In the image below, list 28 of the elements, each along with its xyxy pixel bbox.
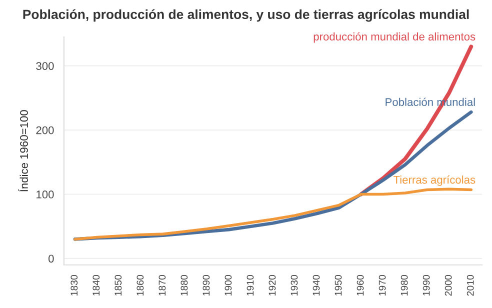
x-tick-label: 1970 xyxy=(378,274,386,296)
x-tick-label: 2010 xyxy=(466,274,474,296)
y-tick-label: 300 xyxy=(36,62,54,70)
x-tick-label: 1830 xyxy=(70,274,78,296)
y-axis-title: Índice 1960=100 xyxy=(18,110,28,192)
line-series xyxy=(74,188,473,241)
x-tick-label: 1940 xyxy=(312,274,320,296)
x-tick-label: 1990 xyxy=(422,274,430,296)
chart-title: Población, producción de alimentos, y uso de tierras agrícolas mundial xyxy=(23,9,469,22)
y-tick-label: 100 xyxy=(36,190,54,198)
x-tick-label: 1930 xyxy=(290,274,298,296)
x-tick-label: 1860 xyxy=(136,274,144,296)
x-tick-label: 1880 xyxy=(180,274,188,296)
x-tick-label: 1900 xyxy=(224,274,232,296)
x-tick-label: 1840 xyxy=(92,274,100,296)
x-tick-label: 1950 xyxy=(334,274,342,296)
x-tick-label: 1890 xyxy=(202,274,210,296)
x-tick-label: 1980 xyxy=(400,274,408,296)
x-tick-label: 2000 xyxy=(444,274,452,296)
y-tick-label: 0 xyxy=(48,254,54,263)
x-tick-label: 1920 xyxy=(268,274,276,296)
series-label: Tierras agrícolas xyxy=(393,175,476,186)
x-tick-label: 1960 xyxy=(356,274,364,296)
y-tick-label: 200 xyxy=(36,126,54,134)
x-tick-label: 1870 xyxy=(158,274,166,296)
x-tick-label: 1910 xyxy=(246,274,254,296)
x-tick-label: 1850 xyxy=(114,274,122,296)
series-label: producción mundial de alimentos xyxy=(314,32,476,43)
